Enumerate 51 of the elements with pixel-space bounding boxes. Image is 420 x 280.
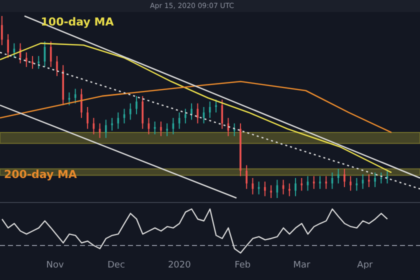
- x-tick-label: 2020: [168, 260, 192, 270]
- candlestick: [154, 121, 156, 135]
- candlestick: [246, 164, 248, 190]
- candlestick: [25, 52, 28, 68]
- candlestick: [38, 56, 40, 70]
- candlestick: [117, 112, 120, 130]
- candlestick: [325, 176, 328, 190]
- x-tick-label: Mar: [293, 260, 311, 270]
- candlestick: [184, 108, 186, 124]
- candlestick: [350, 176, 352, 192]
- candlestick: [80, 88, 82, 118]
- candlestick: [50, 40, 52, 68]
- candlestick: [319, 176, 321, 190]
- candlestick: [294, 177, 296, 197]
- candlestick: [270, 184, 272, 198]
- candlestick: [1, 16, 3, 46]
- candlestick: [288, 182, 290, 197]
- candlestick: [136, 96, 138, 115]
- x-tick-label: Feb: [234, 260, 251, 270]
- candlestick: [337, 168, 340, 184]
- candlestick: [374, 172, 376, 188]
- candlestick: [160, 121, 162, 137]
- candlestick: [356, 177, 358, 192]
- candlestick: [129, 102, 132, 120]
- candlestick: [74, 88, 76, 104]
- candlestick: [166, 122, 168, 137]
- candlestick: [56, 56, 58, 77]
- candlestick: [300, 177, 303, 192]
- candlestick: [344, 168, 346, 188]
- candlestick: [86, 106, 88, 130]
- x-tick-label: Apr: [357, 260, 374, 270]
- candlestick: [380, 172, 382, 184]
- x-tick-label: Nov: [46, 260, 64, 270]
- candlestick: [368, 174, 370, 188]
- candlestick: [312, 176, 315, 190]
- candlestick: [221, 99, 224, 130]
- candlestick: [7, 34, 9, 58]
- candlestick: [32, 56, 34, 70]
- candlestick: [190, 102, 192, 120]
- x-tick-label: Dec: [108, 260, 125, 270]
- text: 200-day MA: [4, 168, 78, 181]
- candlestick: [142, 96, 144, 130]
- candlestick: [215, 99, 217, 113]
- candlestick: [258, 181, 260, 195]
- candlestick: [233, 122, 236, 137]
- candlestick: [105, 119, 107, 138]
- candlestick: [208, 101, 211, 118]
- candlestick: [264, 181, 266, 197]
- candlestick: [196, 102, 199, 124]
- series-label: 100-day MA: [40, 15, 114, 28]
- candlestick: [111, 117, 113, 132]
